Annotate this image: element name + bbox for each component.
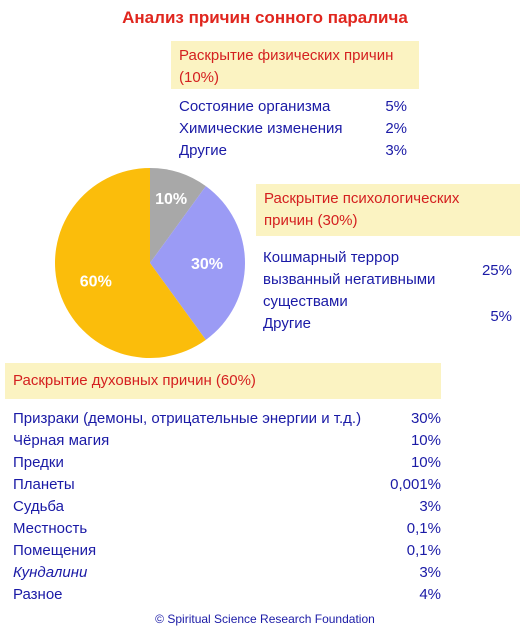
item-label: Местность: [13, 520, 88, 537]
list-item: Кундалини 3%: [13, 562, 441, 584]
psychological-item-label: Другие: [263, 315, 312, 332]
item-value: 0,001%: [390, 476, 441, 493]
list-item: Судьба 3%: [13, 496, 441, 518]
list-item: Помещения 0,1%: [13, 540, 441, 562]
item-value: 3%: [419, 498, 441, 515]
spiritual-list: Призраки (демоны, отрицательные энергии …: [13, 408, 441, 606]
slice-label: 60%: [80, 274, 112, 291]
list-item: Местность 0,1%: [13, 518, 441, 540]
item-value: 3%: [385, 142, 407, 159]
item-value: 0,1%: [406, 542, 441, 559]
item-value: 5%: [385, 98, 407, 115]
item-label: Предки: [13, 454, 64, 471]
slice-label: 10%: [155, 191, 187, 208]
item-value: 10%: [410, 432, 441, 449]
list-item: Призраки (демоны, отрицательные энергии …: [13, 408, 441, 430]
item-label: Кундалини: [13, 564, 88, 581]
item-value: 3%: [419, 564, 441, 581]
item-value: 4%: [419, 586, 441, 603]
item-label: Судьба: [13, 498, 64, 515]
pie-slice: [150, 168, 206, 263]
physical-list: Состояние организма 5% Химические измене…: [179, 96, 407, 162]
pie-slice: [55, 168, 206, 358]
item-label: Призраки (демоны, отрицательные энергии …: [13, 410, 362, 427]
spiritual-heading: Раскрытие духовных причин (60%): [5, 363, 441, 399]
list-item: Разное 4%: [13, 584, 441, 606]
list-item: Предки 10%: [13, 452, 441, 474]
item-label: Планеты: [13, 476, 75, 493]
item-label: Чёрная магия: [13, 432, 110, 449]
psychological-item-label: Кошмарный террор вызванный негативными с…: [263, 249, 436, 310]
item-value: 2%: [385, 120, 407, 137]
chart-title: Анализ причин сонного паралича: [122, 8, 408, 27]
item-value: 30%: [410, 410, 441, 427]
item-value: 0,1%: [406, 520, 441, 537]
psychological-item-value: 5%: [490, 308, 512, 325]
list-item: Состояние организма 5%: [179, 96, 407, 118]
item-value: 10%: [410, 454, 441, 471]
item-label: Разное: [13, 586, 63, 603]
list-item: Другие 3%: [179, 140, 407, 162]
list-item: Чёрная магия 10%: [13, 430, 441, 452]
physical-heading: Раскрытие физических причин (10%): [171, 41, 419, 89]
copyright-footer: © Spiritual Science Research Foundation: [155, 612, 375, 626]
psychological-item-value: 25%: [481, 262, 512, 279]
pie-slice: [150, 186, 246, 340]
item-label: Состояние организма: [179, 98, 331, 115]
psychological-heading: Раскрытие психологических причин (30%): [256, 184, 520, 236]
item-label: Другие: [179, 142, 228, 159]
list-item: Химические изменения 2%: [179, 118, 407, 140]
slice-label: 30%: [191, 256, 223, 273]
item-label: Помещения: [13, 542, 97, 559]
item-label: Химические изменения: [179, 120, 343, 137]
list-item: Планеты 0,001%: [13, 474, 441, 496]
